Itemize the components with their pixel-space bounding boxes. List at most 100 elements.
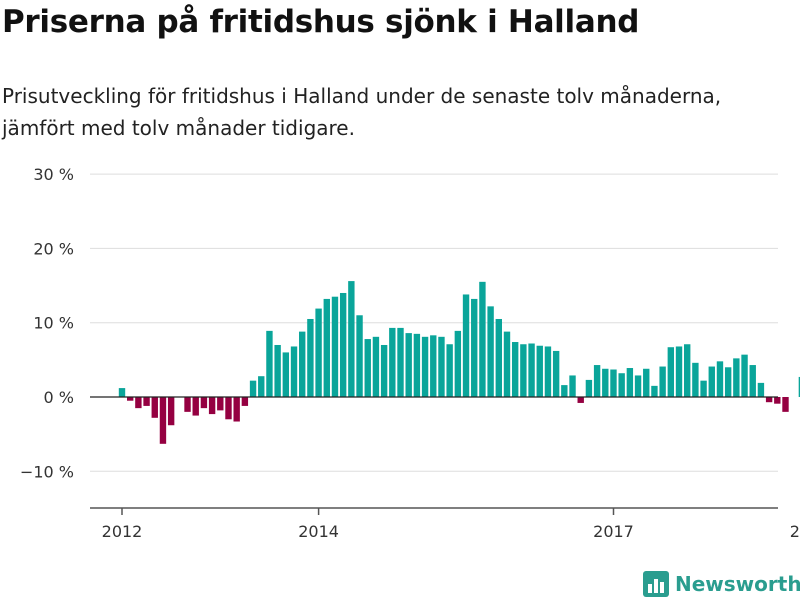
bar: [511, 342, 519, 397]
bar: [192, 397, 199, 416]
bar: [503, 331, 511, 397]
bar: [266, 330, 273, 397]
bar: [454, 330, 462, 397]
bar: [413, 333, 421, 397]
bar: [290, 346, 298, 397]
bar: [536, 345, 543, 397]
brand-name: Newsworthy: [675, 572, 800, 596]
bar: [462, 294, 470, 397]
bar: [143, 397, 150, 406]
bar: [765, 397, 773, 403]
bar: [356, 315, 363, 397]
bar: [184, 397, 191, 412]
bar: [208, 397, 216, 415]
bar: [274, 344, 281, 397]
bar: [602, 368, 609, 397]
gridlines: [90, 173, 778, 472]
bar: [479, 281, 486, 397]
x-tick-label: 2017: [593, 522, 634, 541]
bar: [225, 397, 232, 420]
bar: [724, 367, 732, 397]
bar: [151, 397, 158, 418]
bar: [716, 361, 724, 397]
bar: [659, 366, 666, 397]
y-tick-label: 10 %: [33, 314, 74, 333]
bar: [643, 368, 650, 397]
bar: [610, 369, 617, 397]
bars: [118, 281, 800, 444]
bar: [389, 327, 396, 397]
bar: [798, 376, 800, 397]
bar: [167, 397, 175, 426]
bar: [520, 344, 527, 397]
bar: [618, 373, 625, 397]
bar: [684, 344, 691, 397]
y-tick-label: −10 %: [20, 462, 74, 481]
bar: [487, 306, 494, 397]
bar: [348, 281, 355, 397]
bar: [126, 397, 134, 401]
bar: [741, 354, 748, 397]
brand[interactable]: Newsworthy: [643, 568, 800, 600]
bar: [159, 397, 167, 444]
bar: [577, 397, 584, 403]
bar: [700, 380, 707, 397]
bar: [299, 331, 306, 397]
bar: [249, 380, 257, 397]
bar: [569, 375, 576, 397]
bar: [749, 365, 756, 397]
bar: [282, 352, 290, 397]
bar: [634, 375, 642, 397]
bar-chart-logo-icon: [643, 571, 669, 597]
bar: [339, 292, 347, 397]
bar: [307, 318, 314, 397]
bar: [364, 339, 371, 397]
bar: [708, 366, 715, 397]
bar: [774, 397, 781, 404]
y-tick-label: 30 %: [33, 165, 74, 184]
chart-subtitle: Prisutveckling för fritidshus i Halland …: [2, 84, 722, 140]
y-tick-label: 0 %: [44, 388, 74, 407]
bar: [552, 350, 560, 397]
bar: [380, 344, 388, 397]
bar: [585, 379, 593, 397]
axes: [90, 396, 778, 515]
bar: [421, 336, 429, 397]
bar: [118, 388, 126, 397]
bar: [626, 368, 634, 397]
bar: [471, 298, 478, 397]
bar: [495, 318, 502, 397]
bar: [135, 397, 142, 409]
bar: [217, 397, 224, 411]
bar: [757, 382, 765, 397]
bar: [667, 347, 675, 397]
bar: [544, 346, 552, 397]
bar: [446, 344, 453, 397]
bar: [323, 298, 330, 397]
bar: [430, 335, 437, 397]
x-tick-label: 2019: [790, 522, 800, 541]
x-tick-label: 2014: [298, 522, 339, 541]
tick-labels: −10 %0 %10 %20 %30 %20122014201720192022…: [20, 165, 800, 541]
bar: [675, 346, 683, 397]
bar: [200, 397, 208, 409]
bar: [782, 397, 789, 412]
y-tick-label: 20 %: [33, 239, 74, 258]
bar: [397, 327, 404, 397]
bar: [315, 308, 322, 397]
bar: [405, 333, 412, 397]
bar: [331, 296, 339, 397]
bar: [561, 385, 568, 397]
bar: [528, 343, 535, 397]
bar: [438, 336, 445, 397]
bar: [372, 336, 380, 397]
bar: [692, 362, 699, 397]
bar: [651, 385, 658, 397]
bar: [258, 376, 265, 397]
bar: [593, 365, 601, 397]
bar: [733, 358, 740, 397]
chart-title: Priserna på fritidshus sjönk i Halland: [2, 4, 640, 40]
bar: [241, 397, 249, 406]
x-tick-label: 2012: [102, 522, 143, 541]
